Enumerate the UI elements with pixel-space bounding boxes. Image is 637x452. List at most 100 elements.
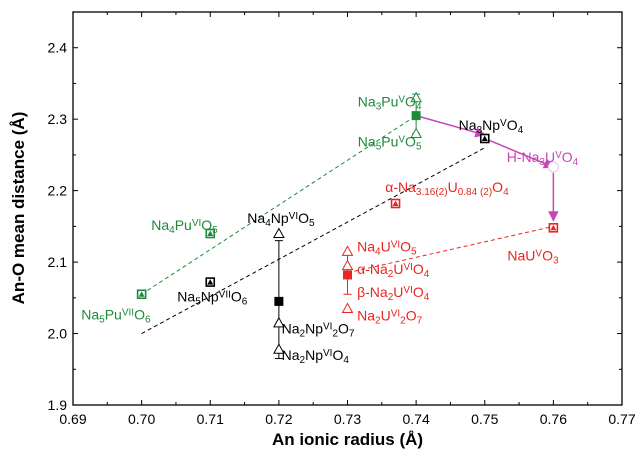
annotation-text: Na	[358, 93, 376, 109]
annotation-text: α-Na	[357, 261, 388, 277]
annotation-sub: 4	[518, 125, 524, 136]
data-point-inner-triangle	[138, 291, 145, 297]
annotation-sup: VI	[323, 321, 332, 332]
annotation-sub: 0.84 (2)	[458, 187, 492, 198]
annotation-text: U	[381, 308, 391, 324]
annotation-na5puvo5: Na5PuVO5	[358, 133, 422, 152]
annotation-text: O	[542, 248, 553, 264]
annotation-sub: 4	[265, 218, 271, 229]
annotation-text: Np	[482, 117, 500, 133]
annotation-sup: VI	[391, 308, 400, 319]
axes	[72, 11, 623, 406]
annotation-sup: V	[555, 150, 562, 161]
annotation-text: O	[406, 308, 417, 324]
annotation-sub: 5	[99, 314, 105, 325]
annotation-sub: 2	[388, 269, 394, 280]
x-tick-label: 0.75	[471, 411, 498, 427]
annotation-sub: 3	[477, 125, 483, 136]
data-point-faint-circle	[547, 161, 559, 173]
annotation-sub: 4	[424, 292, 430, 303]
annotation-text: Np	[201, 288, 219, 304]
annotation-sup: VI	[403, 285, 412, 296]
annotation-sub: 3.16(2)	[416, 187, 448, 198]
annotation-sub: 4	[375, 246, 381, 257]
trend-lines	[141, 115, 554, 334]
annotation-text: O	[405, 93, 416, 109]
annotation-text: O	[298, 210, 309, 226]
annotation-sup: V	[535, 248, 542, 259]
annotation-text: O	[201, 217, 212, 233]
annotation-sup: VII	[219, 289, 231, 300]
annotation-text: Pu	[381, 93, 398, 109]
data-point-open-triangle	[273, 316, 285, 328]
annotation-nauvo3: NaUVO3	[507, 248, 559, 267]
annotation-sub: 2	[300, 328, 306, 339]
annotation-sup: V	[398, 134, 405, 145]
annotation-text: U	[393, 261, 403, 277]
annotation-text: Pu	[175, 217, 192, 233]
data-point-open-triangle	[341, 302, 354, 314]
annotation-text: H-Na	[507, 149, 540, 165]
annotation-text: U	[448, 179, 458, 195]
data-point-open-triangle	[341, 259, 354, 271]
x-ticks: 0.69 0.70 0.71 0.72 0.73 0.74 0.75 0.76 0.77	[59, 12, 636, 427]
annotation-na5puviio6: Na5PuVIIO6	[81, 306, 151, 325]
annotation-text: Na	[81, 306, 99, 322]
annotation-text: O	[400, 238, 411, 254]
trend-line-u	[347, 225, 554, 274]
annotation-sub: 2	[375, 315, 381, 326]
data-point-inner-triangle	[481, 135, 488, 141]
annotation-text: O	[231, 288, 242, 304]
x-tick-label: 0.74	[403, 411, 430, 427]
x-axis-title: An ionic radius (Å)	[272, 430, 423, 449]
annotation-sub: 4	[169, 225, 175, 236]
y-tick-label: 2.1	[48, 254, 68, 270]
annotation-sub: 5	[195, 296, 201, 307]
y-axis-title: An-O mean distance (Å)	[9, 112, 28, 305]
annotation-na3npvo4: Na3NpVO4	[459, 117, 524, 136]
data-point-open-triangle	[410, 127, 422, 138]
annotation-sub: 5	[376, 141, 382, 152]
annotation-na4npo5: Na4NpVIO5	[247, 210, 315, 229]
annotation-sub: 4	[503, 187, 509, 198]
data-point-open-triangle	[410, 91, 422, 103]
annotation-na2npvio4: Na2NpVIO4	[282, 347, 350, 366]
annotation-text: O	[507, 117, 518, 133]
annotation-text: NaU	[507, 248, 535, 264]
arrow	[484, 137, 555, 169]
x-tick-label: 0.70	[128, 411, 155, 427]
annotation-sub: 3	[553, 255, 559, 266]
annotation-na4puvio5: Na4PuVIO5	[151, 217, 218, 236]
x-tick-label: 0.72	[265, 411, 292, 427]
annotation-text: O	[405, 133, 416, 149]
annotation-text: U	[381, 238, 391, 254]
annotation-text: O	[492, 179, 503, 195]
annotation-sup: VI	[289, 210, 298, 221]
x-tick-label: 0.77	[608, 411, 635, 427]
annotations: Na3PuVO4Na5PuVO5Na4PuVIO5Na5PuVIIO6Na4Np…	[81, 93, 578, 365]
annotation-text: O	[413, 284, 424, 300]
annotation-sub: 3	[376, 101, 382, 112]
x-tick-label: 0.71	[197, 411, 224, 427]
annotation-sup: VI	[192, 217, 201, 228]
data-point-inner-triangle	[207, 279, 214, 285]
data-point-filled-square	[343, 270, 352, 280]
y-tick-label: 2.0	[48, 326, 68, 342]
annotation-sub: 4	[416, 101, 422, 112]
annotation-sup: V	[398, 94, 405, 105]
annotation-sub: 2	[388, 292, 394, 303]
x-tick-label: 0.76	[540, 411, 567, 427]
annotation-sup: VI	[323, 347, 332, 358]
annotation-text: Np	[271, 210, 289, 226]
trend-line-np	[141, 147, 485, 334]
annotation-sub: 7	[349, 328, 355, 339]
annotation-sub: 2	[332, 328, 338, 339]
data-point-filled-square	[274, 296, 284, 306]
annotation-sub: 2	[300, 355, 306, 366]
data-point-inner-triangle	[392, 200, 399, 206]
annotation-text: β-Na	[357, 284, 388, 300]
annotation-text: O	[413, 261, 424, 277]
annotation-sup: VII	[122, 307, 134, 318]
annotation-sup: VI	[403, 262, 412, 273]
